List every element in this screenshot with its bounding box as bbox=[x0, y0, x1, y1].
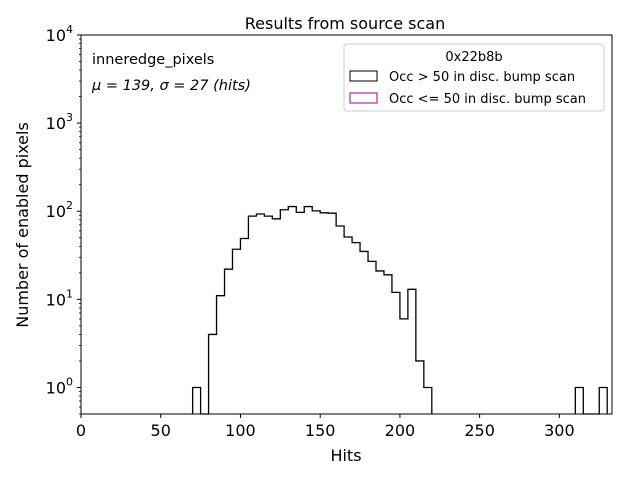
legend-swatch-0 bbox=[349, 70, 378, 82]
legend-label-1: Occ <= 50 in disc. bump scan bbox=[389, 92, 586, 107]
y-tick-label: 101 bbox=[46, 287, 73, 309]
y-axis-ticks: 100 101 102 103 104 bbox=[46, 23, 81, 415]
x-tick-label: 200 bbox=[385, 421, 416, 440]
x-tick-label: 300 bbox=[544, 421, 575, 440]
x-tick-label: 0 bbox=[76, 421, 86, 440]
histogram-series-0 bbox=[191, 205, 608, 415]
y-tick-label: 103 bbox=[46, 111, 73, 133]
y-tick-label: 100 bbox=[46, 375, 73, 397]
x-axis-ticks: 0 50 100 150 200 250 300 bbox=[76, 414, 575, 440]
plot-area bbox=[191, 205, 608, 415]
legend: 0x22b8b Occ > 50 in disc. bump scan Occ … bbox=[343, 43, 605, 112]
annotation-stats: μ = 139, σ = 27 (hits) bbox=[91, 78, 251, 94]
x-tick-label: 250 bbox=[464, 421, 495, 440]
legend-swatch-1 bbox=[349, 92, 378, 104]
chart-title: Results from source scan bbox=[245, 14, 445, 33]
legend-title: 0x22b8b bbox=[445, 50, 502, 65]
annotation-name: inneredge_pixels bbox=[92, 52, 214, 68]
x-tick-label: 150 bbox=[305, 421, 336, 440]
y-tick-label: 104 bbox=[46, 23, 73, 45]
y-tick-label: 102 bbox=[46, 199, 73, 221]
x-axis-label: Hits bbox=[330, 446, 361, 465]
x-tick-label: 100 bbox=[225, 421, 256, 440]
legend-label-0: Occ > 50 in disc. bump scan bbox=[389, 70, 575, 85]
y-axis-label: Number of enabled pixels bbox=[13, 122, 32, 328]
x-tick-label: 50 bbox=[151, 421, 171, 440]
legend-frame bbox=[343, 43, 605, 112]
